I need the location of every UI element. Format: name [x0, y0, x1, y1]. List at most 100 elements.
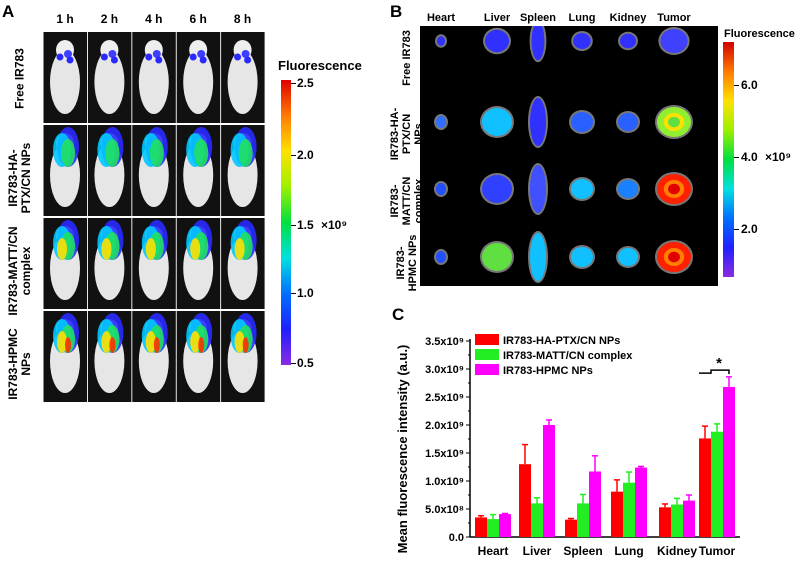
time-label: 2 h: [100, 12, 119, 26]
colorbar-a: [281, 80, 291, 365]
organ-label: Lung: [568, 12, 596, 24]
panel-a-label: A: [2, 2, 15, 21]
organ-signal: [668, 116, 680, 128]
tick-mark: [734, 157, 739, 158]
legend-swatch: [475, 334, 499, 345]
fluorescence-signal: [145, 331, 156, 353]
colorbar-a-title: Fluorescence: [278, 58, 362, 73]
fluorescence-signal: [101, 238, 112, 260]
row-label: Free IR783: [401, 30, 413, 86]
colorbar-tick: 2.0: [297, 148, 314, 162]
fluorescence-signal: [101, 331, 112, 353]
row-label: Free IR783: [12, 48, 27, 109]
fluorescence-signal: [66, 56, 74, 64]
x-tick-label: Liver: [523, 544, 552, 558]
x-tick-label: Lung: [614, 544, 643, 558]
organ-label: Tumor: [657, 12, 691, 24]
mouse-body: [227, 50, 258, 114]
bar-ir783-hpmc-nps: [499, 514, 511, 537]
bar-ir783-ha-ptx-cn-nps: [519, 464, 531, 537]
mouse-body: [138, 50, 169, 114]
ex-vivo-organ-imaging: [420, 26, 718, 286]
y-tick-label: 0.0: [449, 532, 464, 544]
bar-ir783-ha-ptx-cn-nps: [699, 438, 711, 537]
fluorescence-signal: [244, 56, 252, 64]
colorbar-tick: 1.0: [297, 286, 314, 300]
legend-label: IR783-HPMC NPs: [503, 365, 593, 377]
y-tick-label: 1.0x10⁹: [425, 476, 464, 488]
fluorescence-signal: [108, 50, 117, 58]
organ-signal: [530, 98, 546, 146]
bar-ir783-ha-ptx-cn-nps: [565, 519, 577, 537]
bar-ir783-matt-cn-complex: [711, 431, 723, 537]
organ-signal: [660, 29, 688, 53]
x-tick-label: Kidney: [657, 544, 697, 558]
colorbar-tick: 2.0: [741, 222, 758, 236]
fluorescence-signal: [189, 53, 197, 61]
fluorescence-signal: [105, 139, 120, 167]
organ-signal: [618, 113, 638, 131]
bar-ir783-ha-ptx-cn-nps: [475, 517, 487, 537]
y-tick-label: 5.0x10⁸: [425, 504, 464, 516]
colorbar-tick: 6.0: [741, 78, 758, 92]
bar-ir783-matt-cn-complex: [577, 503, 589, 537]
organ-signal: [437, 36, 445, 46]
fluorescence-signal: [199, 56, 207, 64]
fluorescence-signal: [149, 139, 164, 167]
row-label: IR783-MATT/CN complex: [6, 226, 33, 316]
fluorescence-signal: [198, 337, 205, 353]
organ-signal: [436, 251, 446, 263]
x-tick-label: Tumor: [699, 544, 736, 558]
row-label: IR783-MATT/CN complex: [389, 176, 425, 226]
fluorescence-signal: [145, 238, 156, 260]
bar-ir783-matt-cn-complex: [623, 482, 635, 537]
colorbar-unit: ×10⁹: [321, 218, 348, 232]
fluorescence-signal: [197, 50, 206, 58]
time-label: 6 h: [189, 12, 207, 26]
fluorescence-signal: [145, 53, 153, 61]
y-tick-label: 2.0x10⁹: [425, 420, 464, 432]
fluorescence-signal: [109, 337, 116, 353]
row-label: IR783-HPMC NPs: [6, 328, 33, 400]
tick-mark: [291, 225, 296, 226]
fluorescence-signal: [242, 337, 249, 353]
colorbar-b: [723, 42, 734, 277]
in-vivo-imaging-grid: [43, 32, 265, 402]
organ-signal: [531, 26, 545, 61]
colorbar-b-title: Fluorescence: [724, 28, 795, 40]
time-label: 1 h: [56, 12, 74, 26]
fluorescence-signal: [100, 53, 108, 61]
colorbar-tick: 4.0: [741, 150, 758, 164]
organ-signal: [618, 248, 638, 266]
organ-signal: [668, 183, 680, 195]
organ-label: Heart: [426, 12, 456, 24]
y-axis-label: Mean fluorescence intensity (a.u.): [395, 345, 410, 554]
colorbar-tick: 1.5: [297, 218, 314, 232]
x-tick-label: Spleen: [563, 544, 602, 558]
row-label: IR783-HA-PTX/CN NPs: [6, 142, 33, 214]
row-label: IR783-HA-PTX/CN NPs: [389, 107, 425, 161]
organ-signal: [571, 112, 593, 132]
fluorescence-signal: [234, 53, 242, 61]
bar-chart: 0.0 5.0x10⁸ 1.0x10⁹ 1.5x10⁹ 2.0x10⁹ 2.5x10⁹ 3.…: [395, 334, 740, 558]
organ-signal: [482, 108, 512, 136]
mouse-body: [94, 50, 125, 114]
bar-ir783-matt-cn-complex: [531, 503, 543, 537]
time-label: 4 h: [145, 12, 163, 26]
organ-signal: [482, 175, 512, 203]
fluorescence-signal: [152, 50, 161, 58]
row-label: IR783-HPMC NPs: [395, 234, 419, 292]
organ-signal: [530, 233, 546, 281]
y-tick-label: 1.5x10⁹: [425, 448, 464, 460]
tick-mark: [291, 155, 296, 156]
panel-c-label: C: [392, 305, 405, 324]
mouse-body: [183, 50, 214, 114]
organ-label: Kidney: [609, 12, 647, 24]
fluorescence-signal: [234, 238, 245, 260]
organ-signal: [436, 183, 446, 195]
bar-ir783-ha-ptx-cn-nps: [611, 491, 623, 537]
organ-signal: [571, 247, 593, 267]
tick-mark: [291, 293, 296, 294]
organ-label: Liver: [483, 12, 511, 24]
